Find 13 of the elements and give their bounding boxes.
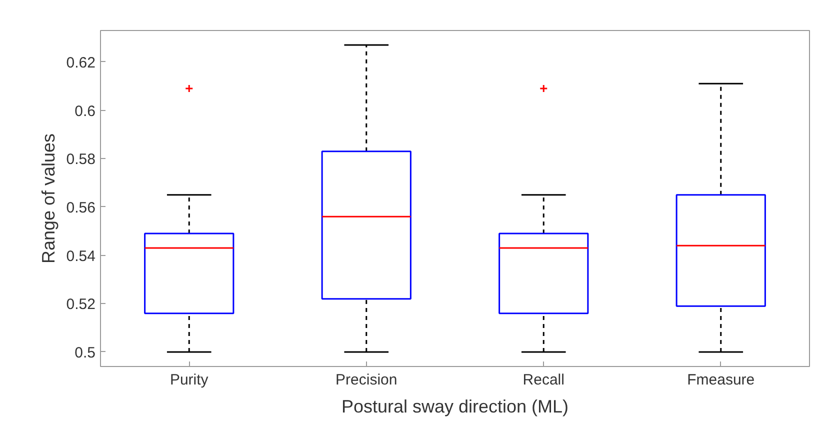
y-tick-label: 0.56 <box>66 199 96 216</box>
x-tick-label: Recall <box>522 372 564 388</box>
y-tick-label: 0.5 <box>74 344 96 362</box>
y-tick-label: 0.54 <box>66 248 96 265</box>
x-axis-title: Postural sway direction (ML) <box>341 396 569 416</box>
y-tick-label: 0.6 <box>74 102 96 120</box>
y-tick-label: 0.52 <box>66 296 96 314</box>
y-tick-label: 0.62 <box>66 54 96 72</box>
x-tick-label: Purity <box>170 372 209 388</box>
y-tick-label: 0.58 <box>66 151 96 168</box>
x-tick-label: Precision <box>336 372 398 388</box>
x-tick-label: Fmeasure <box>687 372 755 388</box>
y-axis-title: Range of values <box>38 133 58 264</box>
